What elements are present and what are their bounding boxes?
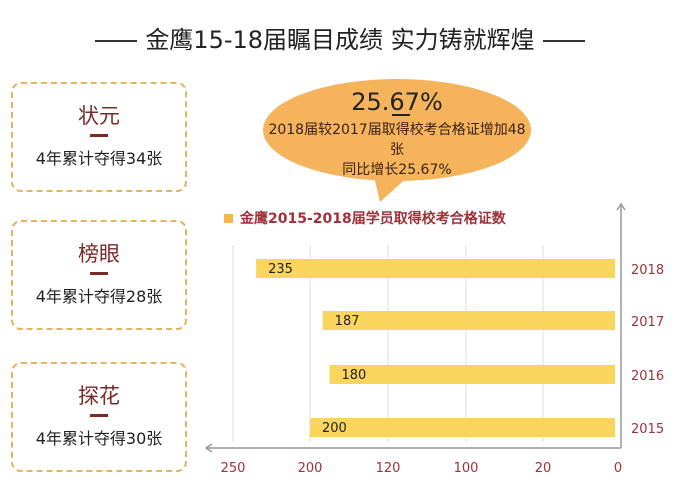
bar-2018 bbox=[256, 259, 615, 278]
legend-label: 金鹰2015-2018届学员取得校考合格证数 bbox=[239, 210, 507, 227]
legend-swatch bbox=[224, 214, 233, 223]
speech-bubble bbox=[263, 79, 531, 202]
category-label: 2016 bbox=[631, 369, 664, 384]
x-tick-label: 120 bbox=[376, 461, 401, 476]
x-tick-label: 250 bbox=[221, 461, 246, 476]
category-label: 2018 bbox=[631, 263, 664, 278]
bar-value-label: 235 bbox=[268, 262, 293, 277]
title-dash-right bbox=[542, 40, 585, 42]
x-axis-arrow bbox=[204, 443, 213, 453]
x-tick-label: 20 bbox=[535, 461, 552, 476]
page-title: 金鹰15-18届瞩目成绩 实力铸就辉煌 bbox=[0, 20, 680, 55]
x-tick-label: 0 bbox=[614, 461, 622, 476]
award-text: 4年累计夺得28张 bbox=[35, 287, 163, 306]
bubble-percent: 25.67% bbox=[351, 88, 443, 116]
award-text: 4年累计夺得34张 bbox=[35, 149, 163, 168]
title-text: 金鹰15-18届瞩目成绩 实力铸就辉煌 bbox=[145, 26, 535, 54]
bubble-tail bbox=[372, 168, 412, 202]
award-box-zhuangyuan: 状元 4年累计夺得34张 bbox=[11, 82, 187, 192]
award-heading: 探花 bbox=[78, 384, 120, 408]
bubble-ellipse bbox=[263, 79, 531, 181]
award-heading: 榜眼 bbox=[78, 242, 120, 266]
y-axis-arrow bbox=[616, 202, 626, 211]
bar-value-label: 200 bbox=[322, 421, 347, 436]
award-box-bangyan: 榜眼 4年累计夺得28张 bbox=[11, 220, 187, 330]
x-tick-label: 100 bbox=[454, 461, 479, 476]
bar-value-label: 187 bbox=[335, 314, 360, 329]
bar-2017 bbox=[322, 311, 615, 330]
award-box-tanhua: 探花 4年累计夺得30张 bbox=[11, 362, 187, 472]
bar-value-label: 180 bbox=[342, 368, 367, 383]
category-label: 2017 bbox=[631, 315, 664, 330]
heading-underline bbox=[90, 272, 108, 275]
heading-underline bbox=[90, 134, 108, 137]
bar-2015 bbox=[310, 418, 615, 437]
heading-underline bbox=[90, 414, 108, 417]
bubble-line1: 2018届较2017届取得校考合格证增加48张 bbox=[268, 122, 526, 158]
award-text: 4年累计夺得30张 bbox=[35, 429, 163, 448]
x-tick-label: 200 bbox=[298, 461, 323, 476]
bubble-text: 25.67% 2018届较2017届取得校考合格证增加48张 同比增长25.67… bbox=[262, 88, 532, 180]
bubble-line2: 同比增长25.67% bbox=[342, 162, 452, 178]
bar-2016 bbox=[329, 365, 615, 384]
category-label: 2015 bbox=[631, 422, 664, 437]
title-dash-left bbox=[95, 40, 138, 42]
percent-underline bbox=[392, 114, 410, 116]
award-heading: 状元 bbox=[78, 104, 120, 128]
